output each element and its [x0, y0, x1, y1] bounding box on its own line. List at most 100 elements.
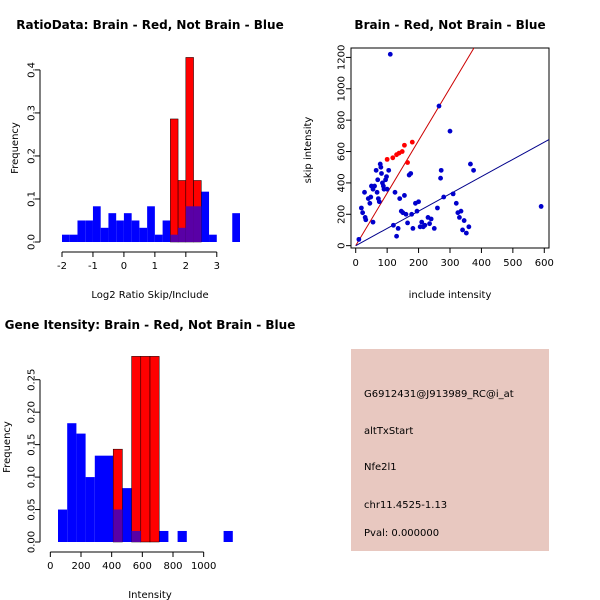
scatter-fit-line-0	[355, 47, 475, 246]
ratio-histogram-overlap-bars	[170, 206, 202, 242]
gene-name-text: Nfe2l1	[364, 462, 397, 473]
gene-histogram-x-tick-label-1: 200	[71, 561, 90, 572]
ratio-histogram-x-tick-label-3: 1	[152, 261, 158, 272]
scatter-not-brain-point-53	[431, 225, 437, 231]
ratio-histogram-x-tick-label-2: 0	[121, 261, 127, 272]
event-type-text: altTxStart	[364, 426, 413, 437]
gene-histogram-y-tick-label-1: 0.05	[27, 498, 38, 520]
gene-histogram-y-tick-label-3: 0.15	[27, 433, 38, 455]
scatter-not-brain-point-29	[391, 222, 396, 228]
gene-histogram-not-brain-bar-13	[177, 530, 187, 542]
ratio-histogram-not-brain-bar-3	[85, 220, 93, 242]
scatter-not-brain-point-51	[427, 221, 432, 227]
scatter-not-brain-point-69	[468, 161, 473, 167]
gene-histogram-not-brain-bar-18	[223, 530, 233, 542]
scatter-not-brain-point-19	[378, 164, 384, 170]
scatter-x-tick-label-1: 100	[378, 258, 397, 269]
scatter-x-tick-label-3: 300	[440, 258, 459, 269]
ratio-histogram-y-tick-label-2: 0.2	[27, 148, 38, 164]
scatter-not-brain-point-63	[457, 215, 462, 220]
scatter-not-brain-point-65	[460, 227, 465, 233]
scatter-brain-points	[384, 139, 415, 165]
ratio-histogram-ylabel: Frequency	[10, 122, 21, 174]
ratio-histogram-not-brain-bar-1	[69, 234, 78, 242]
scatter-y-tick-label-3: 600	[337, 142, 348, 161]
scatter-not-brain-point-30	[392, 189, 398, 195]
gene-histogram-brain-bars	[112, 356, 160, 543]
gene-intensity-histogram-panel: Gene Itensity: Brain - Red, Not Brain - …	[2, 318, 295, 600]
scatter-not-brain-point-25	[384, 174, 389, 180]
gene-histogram-y-axis: 0.00 0.05 0.10 0.15 0.20 0.25	[27, 369, 41, 553]
ratio-histogram-y-tick-label-4: 0.4	[27, 62, 38, 78]
scatter-not-brain-point-47	[419, 219, 425, 225]
scatter-not-brain-point-68	[466, 224, 472, 230]
scatter-not-brain-point-52	[428, 216, 434, 222]
scatter-x-axis: 0 100 200 300 400 500 600	[353, 248, 554, 269]
scatter-not-brain-point-27	[386, 167, 392, 173]
ratio-histogram-not-brain-bar-0	[62, 234, 70, 242]
scatter-not-brain-point-37	[403, 211, 409, 217]
ratio-histogram-not-brain-bar-19	[209, 234, 217, 242]
gene-histogram-x-tick-label-3: 600	[133, 561, 152, 572]
gene-histogram-not-brain-bar-11	[159, 530, 169, 542]
ratio-histogram-not-brain-bar-11	[147, 206, 155, 242]
scatter-not-brain-point-66	[461, 218, 467, 223]
ratio-histogram-overlap-bar-14	[170, 234, 179, 242]
scatter-y-tick-label-6: 1200	[337, 45, 348, 70]
gene-histogram-y-tick-label-5: 0.25	[27, 369, 38, 391]
gene-histogram-x-tick-label-5: 1000	[191, 561, 216, 572]
ratio-histogram-x-tick-label-0: -2	[57, 261, 67, 272]
scatter-fit-lines	[355, 47, 550, 247]
scatter-y-tick-label-5: 1000	[337, 76, 348, 101]
pval-text: Pval: 0.000000	[364, 528, 439, 539]
gene-histogram-x-axis: 0 200 400 600 800 1000	[47, 551, 216, 572]
scatter-brain-point-1	[390, 155, 396, 161]
ratio-histogram-brain-bar-14	[170, 118, 179, 243]
location-text: chr11.4525-1.13	[364, 500, 447, 511]
gene-histogram-overlap-bar-6	[113, 509, 123, 542]
scatter-not-brain-point-3	[362, 189, 367, 195]
ratio-histogram-not-brain-bars	[62, 191, 240, 242]
scatter-not-brain-point-31	[394, 233, 399, 239]
scatter-not-brain-point-13	[373, 167, 379, 173]
scatter-not-brain-point-64	[458, 208, 464, 214]
gene-histogram-not-brain-bar-7	[122, 488, 132, 542]
ratio-histogram-x-tick-label-1: -1	[88, 261, 98, 272]
ratio-histogram-y-tick-label-3: 0.3	[27, 105, 38, 121]
ratio-histogram-not-brain-bar-10	[139, 227, 148, 242]
gene-histogram-brain-bar-8	[131, 356, 142, 543]
ratio-histogram-y-tick-label-1: 0.1	[27, 191, 38, 207]
scatter-y-tick-label-0: 0	[337, 242, 348, 248]
gene-histogram-not-brain-bar-0	[58, 509, 68, 542]
scatter-brain-point-7	[405, 160, 410, 165]
scatter-not-brain-point-28	[387, 51, 393, 57]
scatter-x-tick-label-4: 400	[472, 258, 491, 269]
gene-histogram-xlabel: Intensity	[128, 590, 172, 600]
scatter-not-brain-point-0	[356, 236, 362, 242]
scatter-not-brain-point-71	[538, 204, 544, 209]
scatter-x-tick-label-2: 200	[409, 258, 428, 269]
scatter-not-brain-point-14	[374, 189, 380, 195]
scatter-not-brain-point-60	[450, 191, 456, 197]
gene-histogram-overlap-bar-8	[131, 530, 141, 542]
scatter-not-brain-point-15	[375, 177, 381, 183]
scatter-plot-frame	[350, 47, 550, 249]
info-panel: G6912431@J913989_RC@i_at altTxStart Nfe2…	[351, 349, 549, 551]
scatter-y-tick-label-4: 800	[337, 111, 348, 130]
ratio-histogram-panel: RatioData: Brain - Red, Not Brain - Blue…	[10, 18, 284, 301]
scatter-not-brain-point-41	[409, 211, 415, 217]
gene-histogram-not-brain-bar-1	[67, 423, 77, 542]
scatter-y-axis: 0 200 400 600 800 1000 1200	[337, 45, 351, 249]
scatter-not-brain-point-58	[441, 194, 447, 200]
scatter-y-tick-label-2: 400	[337, 173, 348, 192]
scatter-not-brain-point-44	[414, 208, 420, 214]
scatter-not-brain-point-57	[438, 167, 444, 173]
ratio-histogram-not-brain-bar-8	[123, 213, 132, 242]
scatter-not-brain-point-40	[408, 171, 414, 176]
scatter-title: Brain - Red, Not Brain - Blue	[354, 18, 545, 32]
ratio-histogram-not-brain-bar-22	[232, 213, 240, 242]
scatter-not-brain-point-67	[463, 230, 469, 236]
scatter-not-brain-point-38	[405, 220, 410, 226]
scatter-not-brain-point-20	[379, 171, 384, 176]
scatter-not-brain-point-2	[360, 210, 366, 216]
